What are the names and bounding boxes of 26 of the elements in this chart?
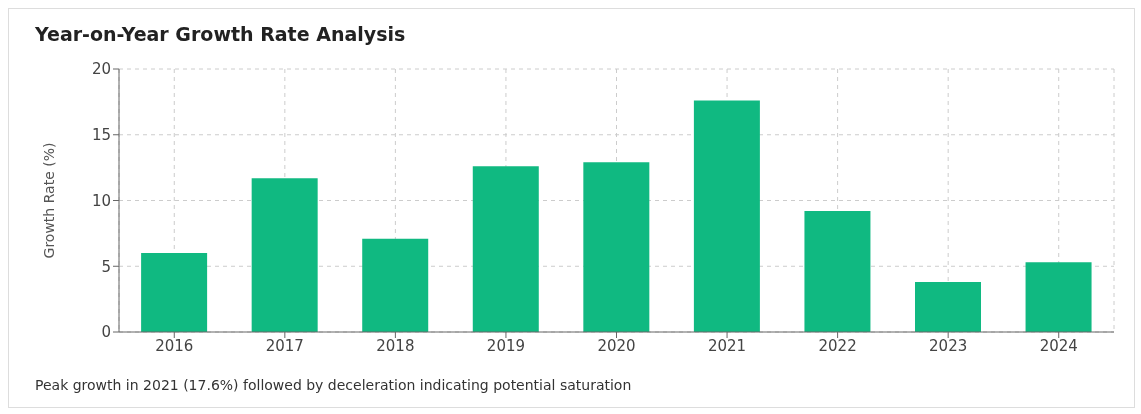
bar: [1025, 262, 1092, 332]
bar: [472, 166, 539, 332]
x-tick-label: 2024: [1039, 336, 1078, 355]
x-tick-label: 2018: [376, 336, 415, 355]
bar: [915, 282, 981, 332]
x-tick-label: 2022: [818, 336, 857, 355]
y-tick-label: 10: [91, 191, 111, 210]
bar: [583, 162, 650, 332]
y-tick-label: 0: [101, 323, 111, 342]
x-tick-label: 2017: [265, 336, 304, 355]
y-tick-label: 20: [91, 60, 111, 79]
bar: [804, 211, 871, 332]
x-tick-label: 2016: [155, 336, 194, 355]
bar: [141, 253, 208, 332]
text: Peak growth in 2021 (17.6%) followed by deceleration indicating potential saturation: [35, 377, 632, 393]
y-axis-title: Growth Rate (%): [40, 142, 57, 259]
bar: [251, 178, 318, 332]
x-tick-label: 2021: [707, 336, 747, 355]
x-tick-label: 2019: [486, 336, 526, 355]
y-tick-label: 5: [101, 257, 111, 276]
x-tick-label: 2023: [929, 336, 968, 355]
y-tick-label: 15: [91, 126, 111, 145]
chart-title: Year-on-Year Growth Rate Analysis: [35, 23, 406, 45]
x-tick-label: 2020: [597, 336, 636, 355]
bar: [693, 100, 760, 332]
bar: [362, 238, 429, 332]
